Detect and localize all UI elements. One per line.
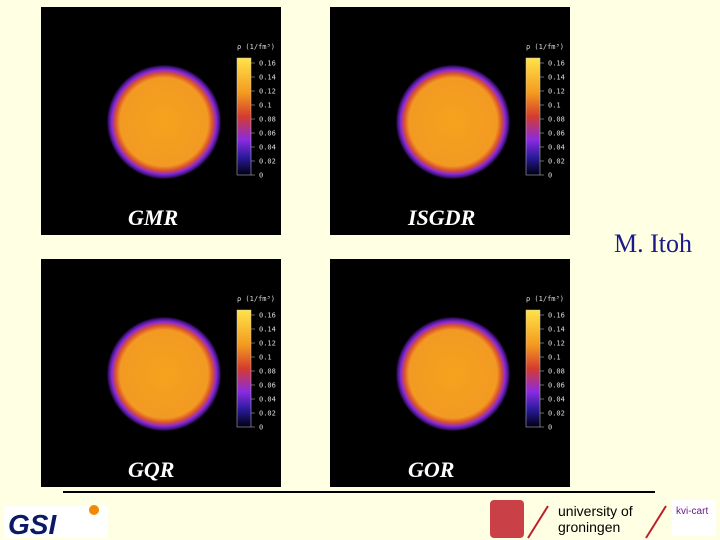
colorbar-tick-label: 0.02 [259,158,276,166]
colorbar-tick-label: 0.12 [259,340,276,348]
colorbar-tick-label: 0.02 [548,410,565,418]
density-disc [106,316,222,432]
colorbar-label: ρ (1/fm³) [237,295,275,303]
colorbar-tick-label: 0.1 [548,102,561,110]
colorbar-tick-label: 0.04 [548,396,565,404]
colorbar-tick-label: 0 [548,172,552,180]
colorbar-tick-label: 0.02 [259,410,276,418]
colorbar-tick-label: 0.08 [548,368,565,376]
colorbar-tick-label: 0 [259,424,263,432]
density-disc [106,64,222,180]
colorbar-tick-label: 0.08 [548,116,565,124]
logo-dot [89,505,99,515]
colorbar-tick-label: 0.14 [259,74,276,82]
university-line: university of [558,503,633,519]
colorbar-tick-label: 0 [548,424,552,432]
colorbar-tick-label: 0.06 [259,382,276,390]
crest [490,500,524,538]
panel-title: GMR [128,205,178,230]
colorbar-tick-label: 0.16 [259,60,276,68]
panel: ρ (1/fm³) 0.16 0.14 0.12 0.1 0.08 0.06 0.04 0.02… [330,259,570,487]
panel-title: GOR [408,457,454,482]
colorbar-tick-label: 0.1 [259,102,272,110]
panel-title: GQR [128,457,174,482]
colorbar-tick-label: 0.04 [259,396,276,404]
colorbar-tick-label: 0.1 [259,354,272,362]
author: M. Itoh [614,229,692,258]
colorbar [525,57,541,176]
colorbar-tick-label: 0.16 [548,312,565,320]
colorbar-tick-label: 0.1 [548,354,561,362]
density-disc [395,316,511,432]
density-disc [395,64,511,180]
colorbar-tick-label: 0.12 [259,88,276,96]
slash [527,505,549,539]
panel: ρ (1/fm³) 0.16 0.14 0.12 0.1 0.08 0.06 0.04 0.02… [330,7,570,235]
colorbar-tick-label: 0.16 [548,60,565,68]
colorbar-label: ρ (1/fm³) [526,295,564,303]
colorbar-tick-label: 0.12 [548,340,565,348]
panel: ρ (1/fm³) 0.16 0.14 0.12 0.1 0.08 0.06 0.04 0.02… [41,259,281,487]
colorbar-tick-label: 0.12 [548,88,565,96]
colorbar-tick-label: 0.08 [259,368,276,376]
colorbar-tick-label: 0.06 [548,130,565,138]
panel-title: ISGDR [407,205,475,230]
colorbar [236,309,252,428]
groningen-logo: university of groningen [490,500,667,539]
kvi-bg [672,500,716,536]
colorbar-tick-label: 0.08 [259,116,276,124]
colorbar [525,309,541,428]
panel: ρ (1/fm³) 0.16 0.14 0.12 0.1 0.08 0.06 0.04 0.02… [41,7,281,235]
colorbar-tick-label: 0.14 [548,74,565,82]
colorbar-tick-label: 0.02 [548,158,565,166]
colorbar-label: ρ (1/fm³) [526,43,564,51]
kvi-logo: kvi-cart [676,506,708,517]
colorbar-tick-label: 0.16 [259,312,276,320]
colorbar-tick-label: 0.06 [259,130,276,138]
colorbar-label: ρ (1/fm³) [237,43,275,51]
slash [645,505,667,539]
colorbar [236,57,252,176]
colorbar-tick-label: 0.14 [548,326,565,334]
colorbar-tick-label: 0.06 [548,382,565,390]
colorbar-tick-label: 0.04 [548,144,565,152]
colorbar-tick-label: 0.04 [259,144,276,152]
logo-text: GSI [8,509,57,540]
gsi-logo: GSI [4,505,108,540]
university-line: groningen [558,519,620,535]
colorbar-tick-label: 0.14 [259,326,276,334]
colorbar-tick-label: 0 [259,172,263,180]
